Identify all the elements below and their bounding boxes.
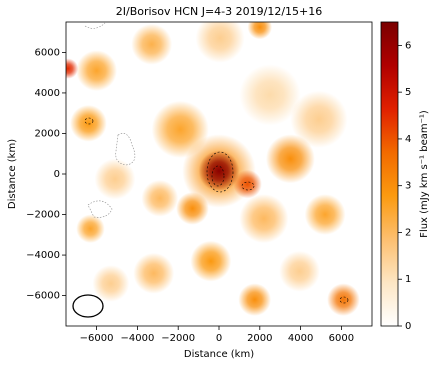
- y-axis-label: Distance (km): [7, 139, 18, 209]
- colorbar-tick-label: 1: [405, 274, 411, 285]
- colorbar-tick-label: 6: [405, 40, 411, 51]
- emission-blob: [94, 158, 136, 200]
- contour: [211, 165, 225, 187]
- chart-title: 2I/Borisov HCN J=4-3 2019/12/15+16: [116, 5, 323, 18]
- x-tick-label: 0: [216, 333, 222, 344]
- y-tick-label: −6000: [26, 291, 60, 302]
- emission-blob: [304, 194, 346, 235]
- emission-blob: [176, 192, 209, 225]
- y-tick-label: 4000: [35, 88, 60, 99]
- emission-blob: [238, 283, 272, 316]
- emission-blob: [190, 240, 232, 282]
- x-tick-label: 4000: [288, 333, 313, 344]
- emission-blob: [70, 104, 107, 142]
- emission-blob: [92, 265, 130, 302]
- colorbar: [380, 21, 399, 327]
- emission-blob: [247, 22, 273, 40]
- emission-blob: [195, 22, 245, 63]
- x-tick-label: −2000: [161, 333, 195, 344]
- emission-blob: [66, 58, 79, 79]
- y-tick-label: 0: [54, 169, 60, 180]
- colorbar-tick-label: 2: [405, 227, 411, 238]
- x-tick-label: −4000: [120, 333, 154, 344]
- x-tick-label: 2000: [247, 333, 272, 344]
- y-tick-label: 6000: [35, 47, 60, 58]
- emission-blob: [239, 194, 289, 244]
- emission-blob: [265, 134, 315, 184]
- beam: [72, 294, 104, 318]
- emission-blob: [76, 214, 105, 243]
- contour: [87, 200, 113, 218]
- y-tick-label: 2000: [35, 128, 60, 139]
- emission-blob: [239, 64, 301, 126]
- x-axis-label: Distance (km): [184, 349, 254, 360]
- contour: [115, 133, 136, 166]
- contour: [84, 117, 94, 125]
- overlay: [72, 22, 349, 318]
- contour: [339, 296, 349, 304]
- emission-blob: [279, 250, 320, 292]
- x-tick-label: 6000: [329, 333, 354, 344]
- emission-blob: [133, 252, 175, 294]
- colorbar-tick-label: 3: [405, 181, 411, 192]
- contour: [241, 181, 255, 191]
- contour: [206, 151, 234, 193]
- colorbar-label: Flux (mJy km s⁻¹ beam⁻¹): [419, 110, 430, 238]
- emission-blob: [233, 169, 262, 199]
- colorbar-tick-label: 4: [405, 134, 411, 145]
- y-tick-label: −2000: [26, 210, 60, 221]
- emission-blob: [198, 150, 240, 192]
- emission-blob: [327, 283, 360, 316]
- x-tick-label: −6000: [80, 333, 114, 344]
- contour: [84, 22, 106, 29]
- emission-blob: [131, 23, 173, 65]
- y-tick-label: −4000: [26, 250, 60, 261]
- emission-blob: [141, 179, 179, 217]
- image: [66, 22, 360, 316]
- emission-blob: [290, 90, 348, 148]
- colorbar-tick-label: 5: [405, 87, 411, 98]
- emission-blob: [76, 50, 117, 92]
- colorbar-tick-label: 0: [405, 321, 411, 332]
